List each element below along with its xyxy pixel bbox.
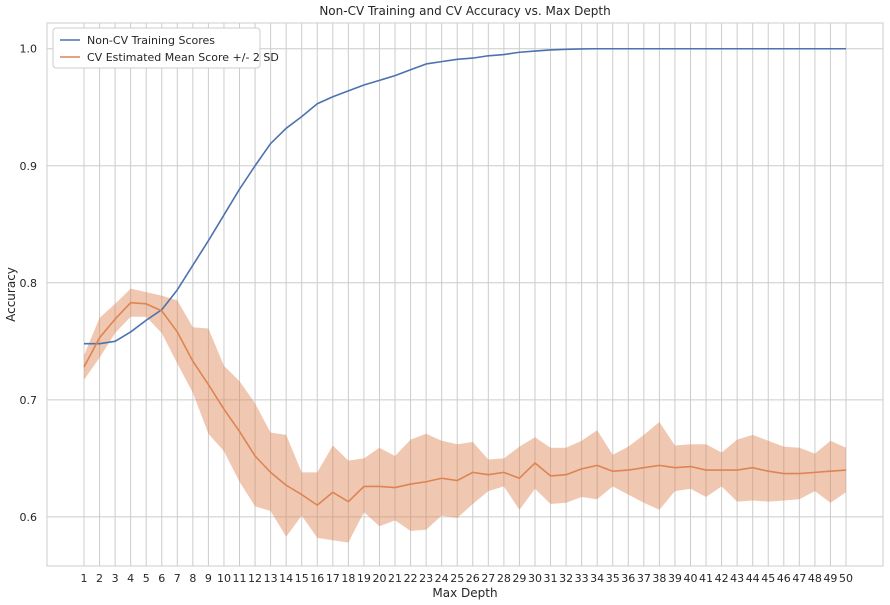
- x-tick-label: 2: [96, 572, 103, 585]
- x-tick-label: 25: [450, 572, 464, 585]
- x-tick-label: 47: [792, 572, 806, 585]
- x-tick-label: 45: [761, 572, 775, 585]
- x-tick-label: 40: [683, 572, 697, 585]
- y-tick-label: 0.6: [20, 511, 38, 524]
- x-tick-label: 36: [621, 572, 635, 585]
- x-tick-label: 22: [404, 572, 418, 585]
- x-tick-label: 14: [279, 572, 293, 585]
- y-tick-label: 0.8: [20, 277, 38, 290]
- x-tick-label: 13: [264, 572, 278, 585]
- y-tick-labels: 0.6 0.7 0.8 0.9 1.0: [20, 43, 38, 524]
- x-tick-label: 41: [699, 572, 713, 585]
- x-tick-label: 10: [217, 572, 231, 585]
- x-tick-label: 16: [310, 572, 324, 585]
- x-tick-label: 12: [248, 572, 262, 585]
- x-tick-label: 32: [559, 572, 573, 585]
- x-tick-label: 20: [372, 572, 386, 585]
- legend: Non-CV Training Scores CV Estimated Mean…: [52, 27, 279, 69]
- y-tick-label: 0.9: [20, 160, 38, 173]
- y-tick-label: 0.7: [20, 394, 38, 407]
- x-tick-label: 35: [606, 572, 620, 585]
- x-tick-label: 48: [808, 572, 822, 585]
- legend-label-cv: CV Estimated Mean Score +/- 2 SD: [87, 51, 279, 64]
- x-tick-label: 46: [777, 572, 791, 585]
- x-tick-label: 7: [174, 572, 181, 585]
- x-tick-label: 6: [158, 572, 165, 585]
- plot-area: [47, 23, 883, 566]
- x-tick-label: 9: [205, 572, 212, 585]
- x-tick-labels: 1 2 3 4 5 6 7 8 9 10 11 12 13 14 15 16 17 18 19 20 21 22 23 24 2…: [81, 572, 854, 585]
- training-score-line: [84, 47, 846, 345]
- legend-box: [52, 27, 261, 69]
- x-tick-label: 33: [575, 572, 589, 585]
- x-tick-label: 26: [466, 572, 480, 585]
- x-tick-label: 43: [730, 572, 744, 585]
- y-axis-label: Accuracy: [4, 267, 18, 322]
- x-tick-label: 3: [112, 572, 119, 585]
- x-axis-label: Max Depth: [432, 586, 497, 600]
- x-tick-label: 27: [481, 572, 495, 585]
- x-tick-label: 50: [839, 572, 853, 585]
- x-tick-label: 1: [81, 572, 88, 585]
- plot-border: [46, 22, 884, 567]
- x-tick-label: 39: [668, 572, 682, 585]
- x-tick-label: 11: [233, 572, 247, 585]
- cv-band-group: [84, 288, 846, 543]
- x-tick-label: 44: [746, 572, 760, 585]
- cv-mean-line: [83, 301, 847, 506]
- x-tick-label: 49: [823, 572, 837, 585]
- x-tick-label: 24: [435, 572, 449, 585]
- x-tick-label: 18: [341, 572, 355, 585]
- legend-label-training: Non-CV Training Scores: [87, 34, 215, 47]
- x-tick-label: 29: [512, 572, 526, 585]
- x-tick-label: 23: [419, 572, 433, 585]
- y-tick-label: 1.0: [20, 43, 38, 56]
- cv-sd-band: [84, 288, 846, 543]
- x-tick-label: 28: [497, 572, 511, 585]
- x-tick-label: 15: [295, 572, 309, 585]
- x-tick-label: 17: [326, 572, 340, 585]
- x-tick-label: 21: [388, 572, 402, 585]
- x-tick-label: 37: [637, 572, 651, 585]
- x-tick-label: 38: [652, 572, 666, 585]
- x-tick-label: 42: [715, 572, 729, 585]
- grid-lines: [47, 23, 883, 566]
- x-tick-label: 31: [544, 572, 558, 585]
- x-tick-label: 8: [189, 572, 196, 585]
- axes-frame: [46, 22, 884, 567]
- x-tick-label: 30: [528, 572, 542, 585]
- x-tick-label: 34: [590, 572, 604, 585]
- chart-title: Non-CV Training and CV Accuracy vs. Max …: [319, 4, 610, 18]
- x-tick-label: 5: [143, 572, 150, 585]
- series-lines: [83, 47, 847, 506]
- x-tick-label: 4: [127, 572, 134, 585]
- x-tick-label: 19: [357, 572, 371, 585]
